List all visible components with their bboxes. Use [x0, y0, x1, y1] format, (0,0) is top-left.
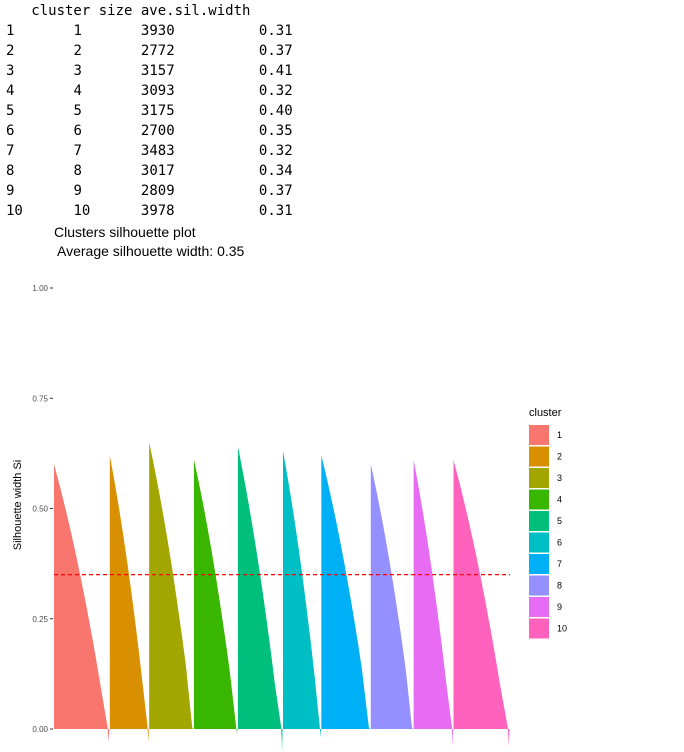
ave-sil-width-cell: 0.32	[258, 143, 293, 159]
size-cell: 3093	[140, 83, 175, 99]
table-row: 1 1 3930 0.31	[6, 21, 293, 41]
legend-key-10	[529, 618, 549, 639]
plot-subtitle: Average silhouette width: 0.35	[57, 243, 245, 259]
y-axis: 0.00 0.25 0.50 0.75 1.00	[32, 284, 53, 734]
legend-key-2	[529, 446, 549, 467]
table-row: 9 9 2809 0.37	[6, 181, 293, 201]
row-name: 5	[6, 103, 15, 119]
y-tick-label: 0.50	[32, 505, 48, 514]
size-cell: 3017	[140, 163, 175, 179]
cluster-cell: 8	[73, 163, 82, 179]
cluster-cell: 1	[73, 23, 82, 39]
ave-sil-width-cell: 0.32	[258, 83, 293, 99]
table-row: 5 5 3175 0.40	[6, 101, 293, 121]
cluster-cell: 10	[73, 203, 91, 219]
legend-label: 1	[557, 430, 562, 440]
size-cell: 3175	[140, 103, 175, 119]
legend-label: 6	[557, 538, 562, 548]
row-name: 7	[6, 143, 15, 159]
row-name: 8	[6, 163, 15, 179]
legend-label: 4	[557, 495, 562, 505]
ave-sil-width-cell: 0.40	[258, 103, 293, 119]
size-cell: 3978	[140, 203, 175, 219]
plot-title: Clusters silhouette plot	[54, 224, 196, 240]
legend-label: 8	[557, 581, 562, 591]
table-header: cluster size ave.sil.width	[6, 3, 251, 19]
table-row: 10 10 3978 0.31	[6, 201, 293, 221]
y-tick-label: 0.25	[32, 615, 48, 624]
cluster-cell: 3	[73, 63, 82, 79]
legend-key-5	[529, 511, 549, 531]
size-cell: 2809	[140, 183, 175, 199]
cluster-cell: 2	[73, 43, 82, 59]
legend-key-3	[529, 468, 549, 488]
table-row: 7 7 3483 0.32	[6, 141, 293, 161]
legend-title: cluster	[529, 407, 562, 419]
legend-label: 2	[557, 452, 562, 462]
row-name: 3	[6, 63, 15, 79]
legend-key-4	[529, 489, 549, 510]
ave-sil-width-cell: 0.37	[258, 183, 293, 199]
legend: cluster 1 2 3 4 5 6 7 8 9 10	[529, 407, 567, 639]
size-cell: 2700	[140, 123, 175, 139]
silhouette-cluster-5	[237, 446, 283, 752]
row-name: 10	[6, 203, 23, 219]
ave-sil-width-cell: 0.31	[258, 203, 293, 219]
silhouette-cluster-2	[109, 455, 149, 743]
size-cell: 2772	[140, 43, 175, 59]
y-tick-label: 0.75	[32, 394, 48, 403]
y-tick-label: 0.00	[32, 725, 48, 734]
silhouette-cluster-10	[453, 459, 510, 747]
row-name: 1	[6, 23, 15, 39]
size-cell: 3157	[140, 63, 175, 79]
cluster-cell: 5	[73, 103, 82, 119]
row-name: 6	[6, 123, 15, 139]
ave-sil-width-cell: 0.31	[258, 23, 293, 39]
silhouette-plot: 0.00 0.25 0.50 0.75 1.00 Silhouette width Si…	[12, 284, 567, 752]
legend-key-1	[529, 425, 549, 445]
ave-sil-width-cell: 0.37	[258, 43, 293, 59]
legend-label: 9	[557, 602, 562, 612]
legend-label: 7	[557, 559, 562, 569]
cluster-cell: 6	[73, 123, 82, 139]
silhouette-cluster-4	[193, 459, 238, 734]
table-row: 3 3 3157 0.41	[6, 61, 293, 81]
legend-items: 1 2 3 4 5 6 7 8 9 10	[529, 425, 567, 639]
legend-key-6	[529, 532, 549, 553]
legend-label: 5	[557, 516, 562, 526]
table-row: 4 4 3093 0.32	[6, 81, 293, 101]
table-body: 1 1 3930 0.31 2 2 2772 0.37 3 3 3157 0.41 4…	[6, 21, 293, 221]
legend-key-7	[529, 554, 549, 574]
legend-key-8	[529, 575, 549, 596]
cluster-cell: 9	[73, 183, 82, 199]
silhouette-cluster-6	[282, 451, 321, 738]
legend-label: 10	[557, 624, 567, 634]
ave-sil-width-cell: 0.41	[258, 63, 293, 79]
silhouette-areas	[54, 442, 510, 752]
y-axis-label: Silhouette width Si	[12, 460, 24, 551]
ave-sil-width-cell: 0.34	[258, 163, 293, 179]
console-output: cluster size ave.sil.width 1 1 3930 0.31 2…	[6, 1, 293, 221]
row-name: 2	[6, 43, 15, 59]
silhouette-cluster-7	[321, 455, 371, 729]
cluster-cell: 7	[73, 143, 82, 159]
silhouette-cluster-1	[54, 464, 110, 743]
y-tick-label: 1.00	[32, 284, 48, 293]
row-name: 4	[6, 83, 15, 99]
size-cell: 3930	[140, 23, 175, 39]
table-row: 2 2 2772 0.37	[6, 41, 293, 61]
silhouette-cluster-8	[370, 464, 414, 729]
table-row: 6 6 2700 0.35	[6, 121, 293, 141]
legend-label: 3	[557, 473, 562, 483]
legend-key-9	[529, 597, 549, 617]
silhouette-cluster-3	[149, 442, 194, 729]
table-row: 8 8 3017 0.34	[6, 161, 293, 181]
ave-sil-width-cell: 0.35	[258, 123, 293, 139]
cluster-cell: 4	[73, 83, 82, 99]
row-name: 9	[6, 183, 15, 199]
silhouette-cluster-9	[413, 459, 454, 747]
size-cell: 3483	[140, 143, 175, 159]
